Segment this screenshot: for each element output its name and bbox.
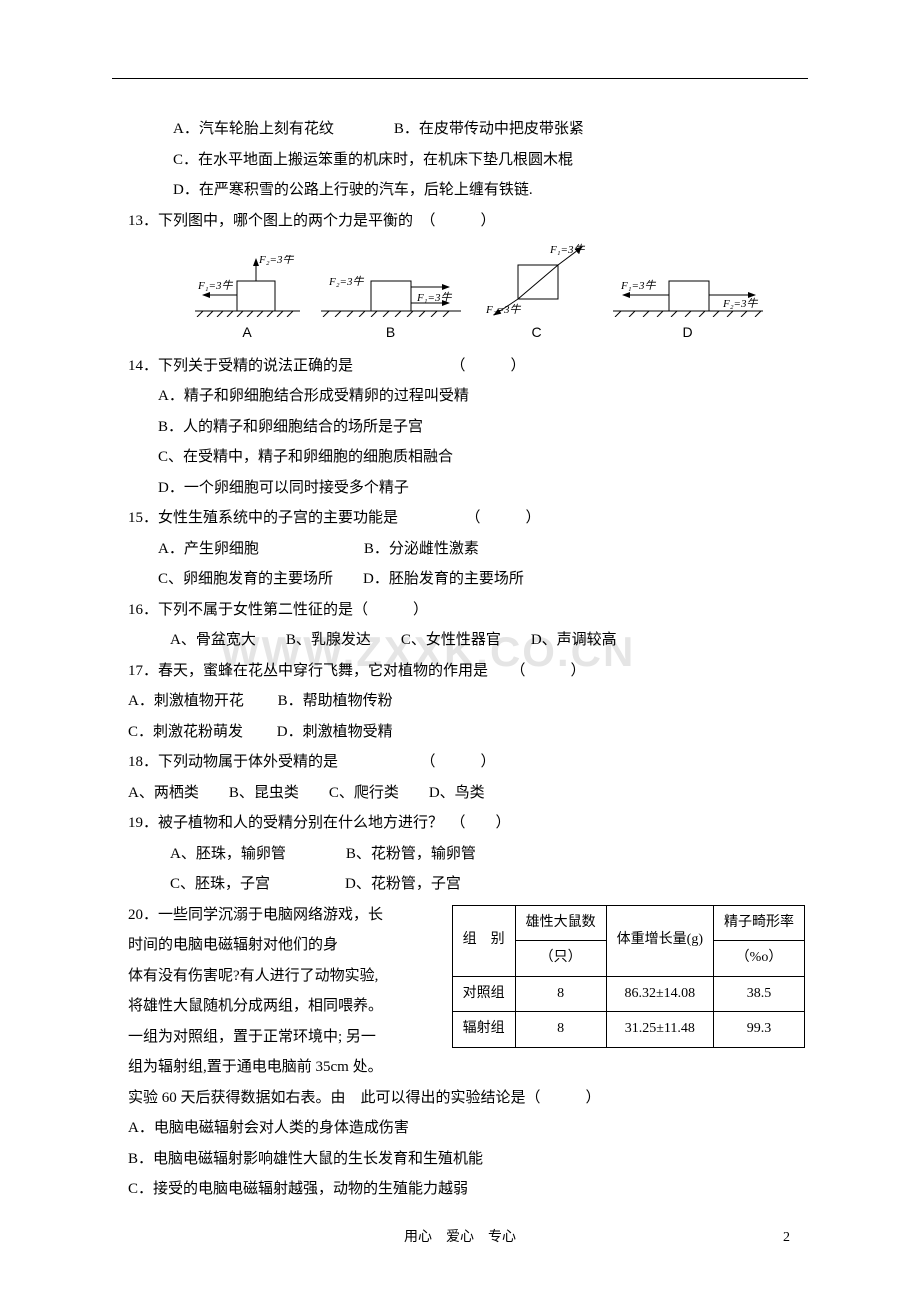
q20-l3: 体有没有伤害呢?有人进行了动物实验, <box>128 962 440 991</box>
figure-c-label: C <box>482 319 592 346</box>
q20-a: A．电脑电磁辐射会对人类的身体造成伤害 <box>128 1114 805 1143</box>
figure-row: F₁=3牛 F₂=3牛 A F₂=3牛 F₁=3牛 B <box>184 243 773 346</box>
q20-l4: 将雄性大鼠随机分成两组，相同喂养。 <box>128 992 440 1021</box>
svg-text:F₁=3牛: F₁=3牛 <box>416 291 452 304</box>
svg-text:F₂=3牛: F₂=3牛 <box>485 303 521 316</box>
svg-text:F₁=3牛: F₁=3牛 <box>549 243 585 256</box>
q16-stem: 16．下列不属于女性第二性征的是（ ） <box>128 596 805 625</box>
q20-after: 实验 60 天后获得数据如右表。由 此可以得出的实验结论是（ ） <box>128 1084 805 1113</box>
footer-text: 用心 爱心 专心 <box>0 1225 920 1252</box>
q14-stem: 14．下列关于受精的说法正确的是 （ ） <box>128 352 805 381</box>
q20-c: C．接受的电脑电磁辐射越强，动物的生殖能力越弱 <box>128 1175 805 1204</box>
th-sperm-unit: （%o） <box>714 941 805 977</box>
r1c4: 38.5 <box>714 976 805 1012</box>
figure-d: F₁=3牛 F₂=3牛 <box>613 255 763 317</box>
page-number: 2 <box>783 1225 790 1252</box>
svg-text:F₁=3牛: F₁=3牛 <box>197 279 233 292</box>
r1c3: 86.32±14.08 <box>606 976 713 1012</box>
r2c1: 辐射组 <box>452 1012 515 1048</box>
q20-l5: 一组为对照组，置于正常环境中; 另一 <box>128 1023 440 1052</box>
q14-c: C、在受精中，精子和卵细胞的细胞质相融合 <box>128 443 805 472</box>
q20-b: B．电脑电磁辐射影响雄性大鼠的生长发育和生殖机能 <box>128 1145 805 1174</box>
q17-ab: A．刺激植物开花 B．帮助植物传粉 <box>128 687 805 716</box>
r2c2: 8 <box>515 1012 606 1048</box>
q15-stem: 15．女性生殖系统中的子宫的主要功能是 （ ） <box>128 504 805 533</box>
r1c2: 8 <box>515 976 606 1012</box>
figure-b-label: B <box>321 319 461 346</box>
svg-text:F₂=3牛: F₂=3牛 <box>722 297 758 310</box>
q12-opt-c: C．在水平地面上搬运笨重的机床时，在机床下垫几根圆木棍 <box>128 146 805 175</box>
th-count-unit: （只） <box>515 941 606 977</box>
r1c1: 对照组 <box>452 976 515 1012</box>
figure-b: F₂=3牛 F₁=3牛 <box>321 255 461 317</box>
q19-stem: 19．被子植物和人的受精分别在什么地方进行？ （ ） <box>128 809 805 838</box>
q12-opt-a: A．汽车轮胎上刻有花纹 B．在皮带传动中把皮带张紧 <box>128 115 805 144</box>
q15-a: A．产生卵细胞 B．分泌雌性激素 <box>128 535 805 564</box>
q20-l1: 20．一些同学沉溺于电脑网络游戏，长 <box>128 901 440 930</box>
q18-stem: 18．下列动物属于体外受精的是 （ ） <box>128 748 805 777</box>
q14-a: A．精子和卵细胞结合形成受精卵的过程叫受精 <box>128 382 805 411</box>
q13-stem: 13．下列图中，哪个图上的两个力是平衡的 （ ） <box>128 207 805 236</box>
q14-d: D．一个卵细胞可以同时接受多个精子 <box>128 474 805 503</box>
svg-text:F₂=3牛: F₂=3牛 <box>258 255 294 266</box>
th-group: 组 别 <box>452 905 515 976</box>
q17-cd: C．刺激花粉萌发 D．刺激植物受精 <box>128 718 805 747</box>
r2c3: 31.25±11.48 <box>606 1012 713 1048</box>
figure-d-label: D <box>613 319 763 346</box>
top-rule <box>112 78 808 79</box>
q18-opts: A、两栖类 B、昆虫类 C、爬行类 D、鸟类 <box>128 779 805 808</box>
svg-text:F₂=3牛: F₂=3牛 <box>328 275 364 288</box>
svg-text:F₁=3牛: F₁=3牛 <box>620 279 656 292</box>
q16-opts: A、骨盆宽大 B、乳腺发达 C、女性性器官 D、声调较高 <box>128 626 805 655</box>
th-weight: 体重增长量(g) <box>606 905 713 976</box>
r2c4: 99.3 <box>714 1012 805 1048</box>
page-content: A．汽车轮胎上刻有花纹 B．在皮带传动中把皮带张紧 C．在水平地面上搬运笨重的机… <box>128 115 805 1204</box>
q12-opt-d: D．在严寒积雪的公路上行驶的汽车，后轮上缠有铁链. <box>128 176 805 205</box>
th-count: 雄性大鼠数 <box>515 905 606 941</box>
q17-stem: 17．春天，蜜蜂在花丛中穿行飞舞，它对植物的作用是 （ ） <box>128 657 805 686</box>
figure-a-label: A <box>195 319 300 346</box>
q19-ab: A、胚珠，输卵管 B、花粉管，输卵管 <box>128 840 805 869</box>
q19-cd: C、胚珠，子宫 D、花粉管，子宫 <box>128 870 805 899</box>
data-table: 组 别 雄性大鼠数 体重增长量(g) 精子畸形率 （只） （%o） 对照组 8 … <box>452 905 805 1048</box>
q15-c: C、卵细胞发育的主要场所 D．胚胎发育的主要场所 <box>128 565 805 594</box>
figure-a: F₁=3牛 F₂=3牛 <box>195 255 300 317</box>
q14-b: B．人的精子和卵细胞结合的场所是子宫 <box>128 413 805 442</box>
figure-c: F₁=3牛 F₂=3牛 <box>482 243 592 317</box>
q20-l2: 时间的电脑电磁辐射对他们的身 <box>128 931 440 960</box>
q20-l6: 组为辐射组,置于通电电脑前 35cm 处。 <box>128 1053 440 1082</box>
th-sperm: 精子畸形率 <box>714 905 805 941</box>
